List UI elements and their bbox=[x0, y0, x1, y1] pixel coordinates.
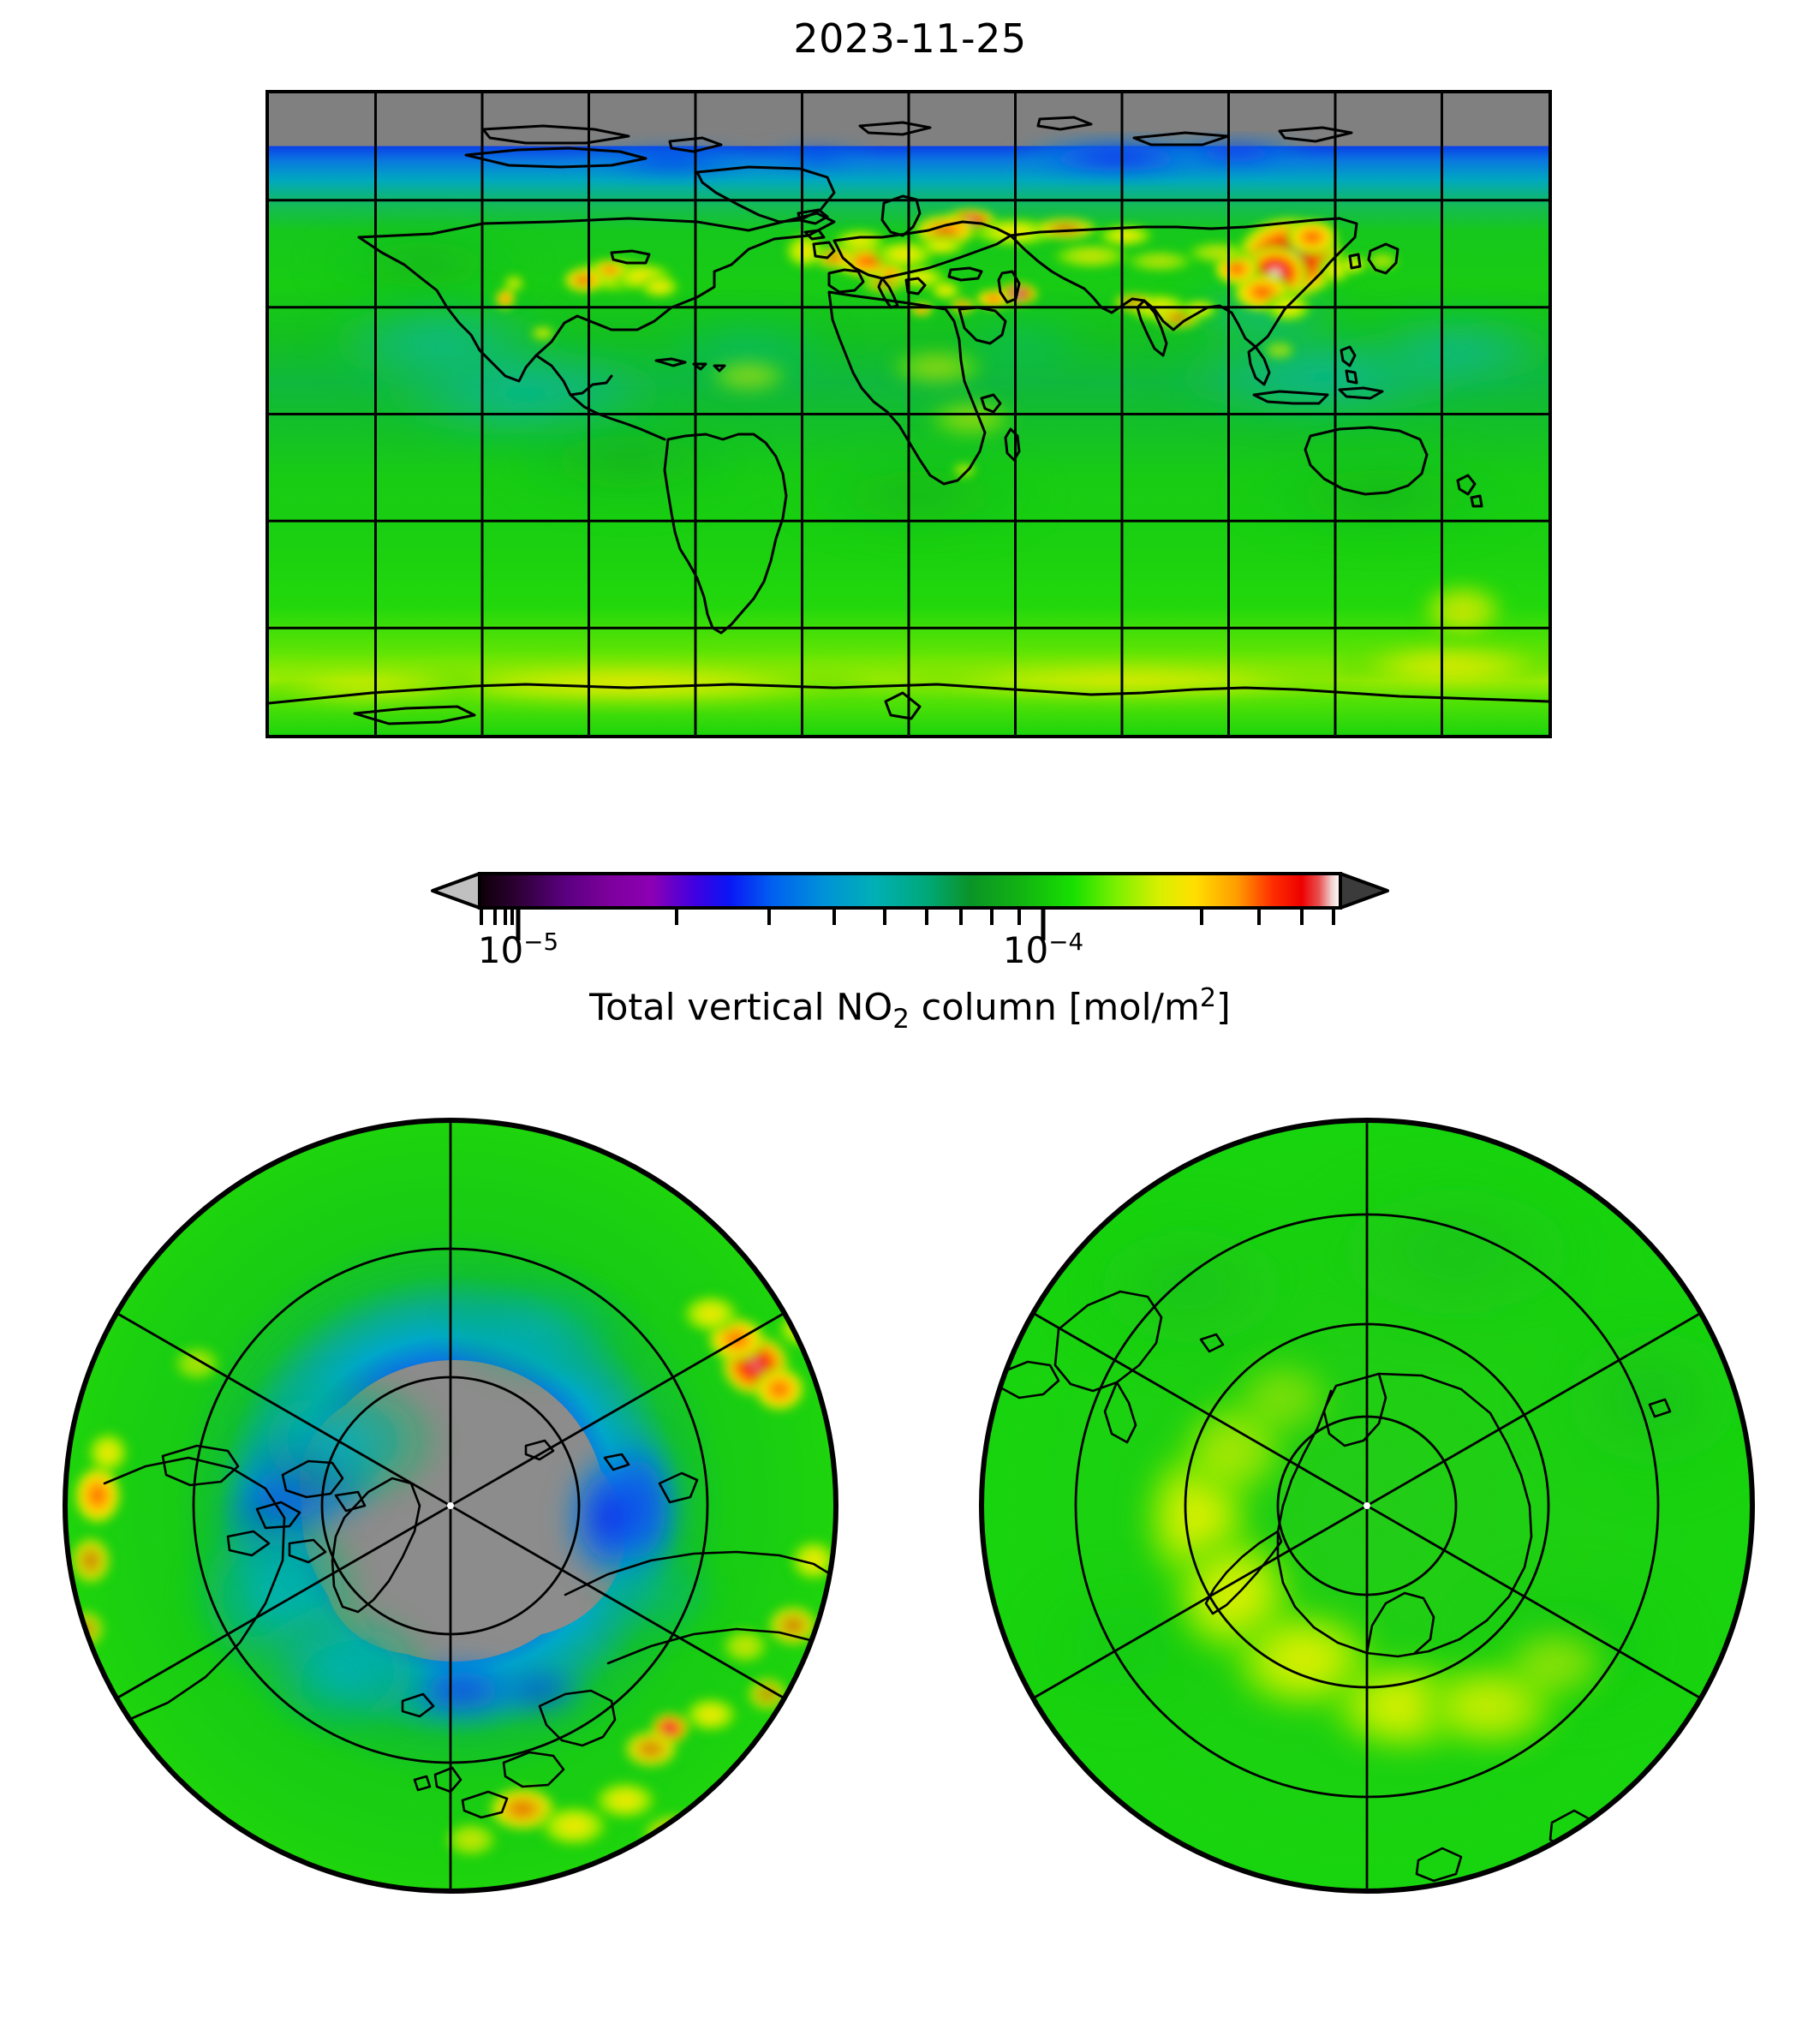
coastline-layer bbox=[269, 116, 1548, 725]
colorbar-under-arrow bbox=[431, 872, 481, 910]
polar-south-panel[interactable] bbox=[976, 1115, 1757, 1896]
global-map-panel[interactable] bbox=[266, 90, 1552, 738]
colorbar-gradient bbox=[478, 872, 1342, 910]
colorbar-ticks bbox=[480, 910, 1335, 940]
global-map-raster bbox=[269, 93, 1548, 735]
page-title: 2023-11-25 bbox=[793, 15, 1027, 62]
polar-north-raster bbox=[63, 1118, 838, 1894]
polar-south-raster bbox=[979, 1118, 1755, 1894]
colorbar-axis-label: Total vertical NO2 column [mol/m2] bbox=[589, 983, 1231, 1035]
polar-north-panel[interactable] bbox=[60, 1115, 841, 1896]
coastline-layer-north bbox=[92, 1439, 836, 1819]
colorbar-tick-label-1e-4: 10−4 bbox=[1002, 928, 1084, 971]
polar-north-frame bbox=[63, 1118, 838, 1894]
colorbar-tick-label-1e-5: 10−5 bbox=[477, 928, 559, 971]
colorbar-svg[interactable] bbox=[0, 856, 1820, 1045]
polar-south-frame bbox=[979, 1118, 1755, 1894]
colorbar-group[interactable]: 10−5 10−4 Total vertical NO2 column [mol… bbox=[0, 856, 1820, 1045]
colorbar-over-arrow bbox=[1339, 872, 1389, 910]
